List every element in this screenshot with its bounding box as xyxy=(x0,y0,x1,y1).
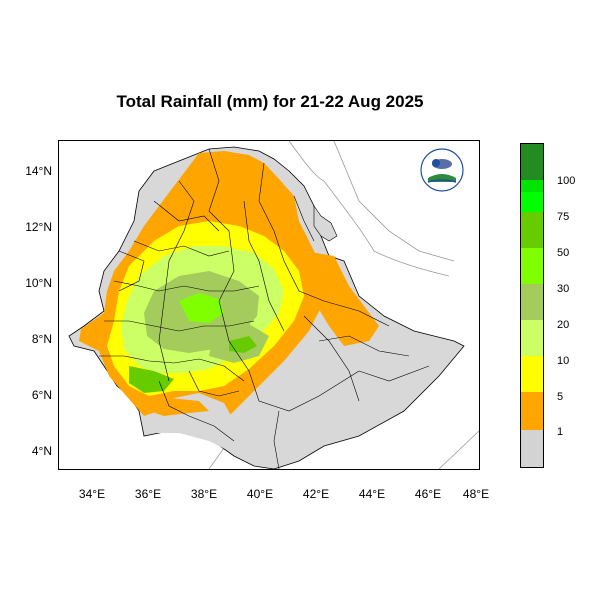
y-tick-10n: 10°N xyxy=(25,276,52,290)
legend-swatch-yellow xyxy=(521,356,543,392)
legend-label-50: 50 xyxy=(557,247,570,259)
x-tick-42e: 42°E xyxy=(302,487,330,501)
legend-swatch-olive xyxy=(521,284,543,320)
south-orange-edge xyxy=(149,396,209,416)
admin-boundaries xyxy=(99,148,430,470)
legend-swatch-orange xyxy=(521,392,543,430)
legend-swatch-green xyxy=(521,192,543,212)
x-tick-46e: 46°E xyxy=(414,487,442,501)
map-title: Total Rainfall (mm) for 21-22 Aug 2025 xyxy=(116,92,424,111)
legend-label-1: 1 xyxy=(557,426,564,438)
nma-ethiopia-logo xyxy=(420,148,464,192)
legend-label-20: 20 xyxy=(557,319,570,331)
legend-label-30: 30 xyxy=(557,283,570,295)
legend-colorbar xyxy=(520,143,544,468)
x-tick-44e: 44°E xyxy=(358,487,386,501)
x-tick-36e: 36°E xyxy=(134,487,162,501)
legend-label-100: 100 xyxy=(557,175,576,187)
legend-label-75: 75 xyxy=(557,211,570,223)
rain-zone-north-1-5 xyxy=(199,153,299,221)
rain-zone-south-green xyxy=(129,366,174,393)
rain-zone-30-50-b xyxy=(229,336,257,353)
x-tick-38e: 38°E xyxy=(190,487,218,501)
legend-swatch-lime xyxy=(521,248,543,284)
legend-swatch-green-mid xyxy=(521,212,543,248)
x-tick-40e: 40°E xyxy=(246,487,274,501)
legend-label-5: 5 xyxy=(557,391,564,403)
rain-zone-30-50 xyxy=(179,293,224,323)
y-tick-6n: 6°N xyxy=(31,388,52,402)
neighbor-outlines xyxy=(208,140,480,470)
legend-swatch-light-green xyxy=(521,320,543,356)
djibouti-outline xyxy=(313,205,338,242)
legend-swatch-green-bright xyxy=(521,180,543,192)
y-tick-14n: 14°N xyxy=(25,164,52,178)
legend-swatch-green-dark xyxy=(521,144,543,180)
rain-zone-east-1-5 xyxy=(304,251,379,346)
y-tick-4n: 4°N xyxy=(31,444,52,458)
x-tick-34e: 34°E xyxy=(78,487,106,501)
x-tick-48e: 48°E xyxy=(462,487,490,501)
y-tick-8n: 8°N xyxy=(31,332,52,346)
y-tick-12n: 12°N xyxy=(25,220,52,234)
rainfall-map xyxy=(68,140,480,470)
legend-label-10: 10 xyxy=(557,355,570,367)
legend-swatch-grey xyxy=(521,430,543,467)
map-frame xyxy=(58,140,480,470)
